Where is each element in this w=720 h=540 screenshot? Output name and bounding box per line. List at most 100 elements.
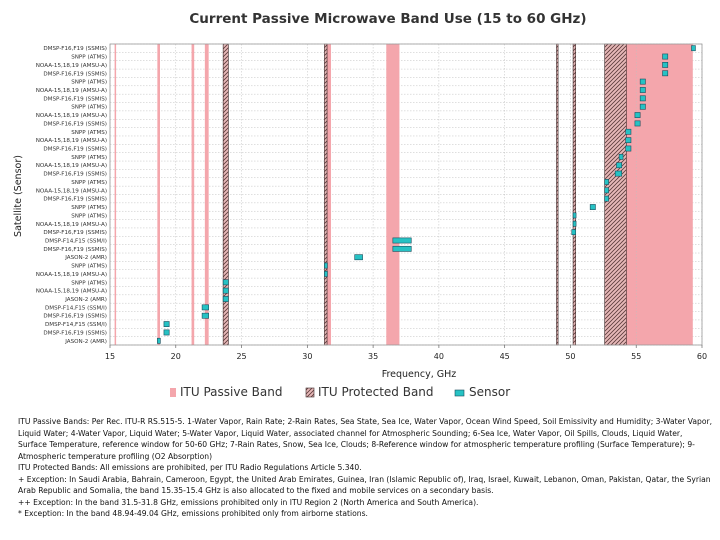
y-tick-label: SNPP (ATMS): [71, 264, 107, 270]
chart: Current Passive Microwave Band Use (15 t…: [13, 11, 707, 399]
y-tick-label: NOAA-15,18,19 (AMSU-A): [36, 138, 107, 144]
y-tick-label: NOAA-15,18,19 (AMSU-A): [36, 222, 107, 228]
y-tick-label: DMSP-F16,F19 (SSMIS): [43, 314, 107, 320]
sensor-bar: [618, 153, 624, 160]
sensor-bar: [639, 78, 646, 85]
y-tick-label: NOAA-15,18,19 (AMSU-A): [36, 289, 107, 295]
sensor-bar: [662, 70, 669, 77]
y-tick-label: DMSP-F14,F15 (SSM/I): [45, 238, 107, 244]
y-tick-label: NOAA-15,18,19 (AMSU-A): [36, 163, 107, 169]
sensor-bar: [222, 287, 229, 294]
sensor-bar: [157, 337, 161, 344]
y-tick-label: DMSP-F16,F19 (SSMIS): [43, 96, 107, 102]
y-tick-label: DMSP-F16,F19 (SSMIS): [43, 172, 107, 178]
notes: ITU Passive Bands: Per Rec. ITU-R RS.515…: [18, 416, 713, 520]
sensor-bar: [392, 245, 412, 252]
sensor-bar: [625, 145, 632, 152]
sensor-bar: [634, 112, 641, 118]
y-tick-label: NOAA-15,18,19 (AMSU-A): [36, 272, 107, 278]
sensor-bar: [616, 162, 623, 169]
sensor-bar: [634, 120, 641, 127]
y-tick-label: DMSP-F16,F19 (SSMIS): [43, 121, 107, 127]
sensor-bar: [604, 179, 609, 185]
x-tick-label: 35: [368, 352, 378, 361]
passive-band: [204, 44, 209, 345]
legend-swatch-protected: [305, 387, 315, 398]
sensor-bar: [604, 195, 609, 202]
legend-label: ITU Passive Band: [180, 385, 282, 399]
y-tick-label: SNPP (ATMS): [71, 280, 107, 286]
y-tick-label: SNPP (ATMS): [71, 130, 107, 136]
note-line: ++ Exception: In the band 31.5-31.8 GHz,…: [18, 497, 479, 507]
sensor-bar: [639, 87, 646, 93]
sensor-bar: [392, 237, 412, 244]
legend-label: ITU Protected Band: [318, 385, 434, 399]
note-line: * Exception: In the band 48.94-49.04 GHz…: [18, 509, 368, 518]
y-tick-label: SNPP (ATMS): [71, 180, 107, 186]
y-tick-label: NOAA-15,18,19 (AMSU-A): [36, 88, 107, 94]
sensor-bar: [324, 262, 328, 269]
x-tick-label: 55: [631, 352, 641, 361]
y-tick-label: DMSP-F16,F19 (SSMIS): [43, 71, 107, 77]
sensor-bar: [625, 128, 632, 135]
sensor-bar: [354, 254, 363, 261]
chart-title: Current Passive Microwave Band Use (15 t…: [189, 11, 586, 27]
y-tick-label: SNPP (ATMS): [71, 80, 107, 86]
x-tick-label: 45: [500, 352, 510, 361]
y-tick-label: DMSP-F16,F19 (SSMIS): [43, 230, 107, 236]
legend-swatch-passive: [170, 388, 176, 397]
y-tick-label: DMSP-F16,F19 (SSMIS): [43, 147, 107, 153]
protected-band: [556, 43, 559, 346]
sensor-bar: [639, 103, 646, 110]
legend-label: Sensor: [469, 385, 510, 399]
note-line: ITU Protected Bands: All emissions are p…: [18, 463, 362, 472]
y-tick-label: NOAA-15,18,19 (AMSU-A): [36, 188, 107, 194]
y-tick-label: SNPP (ATMS): [71, 155, 107, 161]
passive-band: [324, 44, 332, 345]
x-tick-label: 20: [171, 352, 181, 361]
plot-frame: [109, 43, 703, 346]
passive-band: [114, 44, 117, 345]
sensor-bar: [222, 279, 229, 286]
y-tick-label: SNPP (ATMS): [71, 55, 107, 61]
x-tick-label: 60: [697, 352, 707, 361]
y-tick-label: JASON-2 (AMR): [64, 339, 107, 345]
sensor-bar: [589, 204, 596, 210]
passive-band: [157, 44, 160, 345]
sensor-bar: [201, 312, 209, 319]
sensor-bar: [639, 95, 646, 102]
sensor-bar: [614, 170, 623, 177]
passive-band: [191, 44, 195, 345]
sensor-bar: [163, 321, 170, 327]
x-axis-label: Frequency, GHz: [382, 369, 457, 380]
legend: ITU Passive Band ITU Protected Band Sensor: [170, 385, 510, 399]
y-tick-label: DMSP-F16,F19 (SSMIS): [43, 46, 107, 52]
x-tick-label: 25: [236, 352, 246, 361]
sensor-bar: [662, 53, 669, 60]
y-tick-label: DMSP-F16,F19 (SSMIS): [43, 197, 107, 203]
y-tick-label: DMSP-F16,F19 (SSMIS): [43, 330, 107, 336]
y-tick-label: JASON-2 (AMR): [64, 255, 107, 261]
sensor-bar: [163, 329, 170, 336]
y-tick-label: DMSP-F14,F15 (SSM/I): [45, 305, 107, 311]
sensor-bar: [571, 229, 577, 236]
sensor-bar: [572, 212, 577, 219]
y-tick-label: NOAA-15,18,19 (AMSU-A): [36, 63, 107, 69]
y-tick-label: SNPP (ATMS): [71, 205, 107, 211]
y-tick-label: DMSP-F16,F19 (SSMIS): [43, 247, 107, 253]
legend-swatch-sensor: [454, 389, 465, 397]
sensor-bar: [222, 296, 229, 302]
y-tick-label: SNPP (ATMS): [71, 105, 107, 111]
passive-band: [386, 44, 400, 345]
protected-band: [604, 43, 627, 346]
x-tick-label: 50: [565, 352, 575, 361]
protected-band: [572, 43, 577, 346]
sensor-bar: [324, 271, 328, 277]
x-tick-label: 30: [302, 352, 312, 361]
sensor-bar: [604, 187, 609, 194]
x-tick-label: 40: [434, 352, 444, 361]
note-line: + Exception: In Saudi Arabia, Bahrain, C…: [18, 474, 711, 496]
y-tick-label: JASON-2 (AMR): [64, 297, 107, 303]
sensor-bar: [691, 45, 696, 52]
y-axis-label: Satellite (Sensor): [13, 155, 24, 237]
